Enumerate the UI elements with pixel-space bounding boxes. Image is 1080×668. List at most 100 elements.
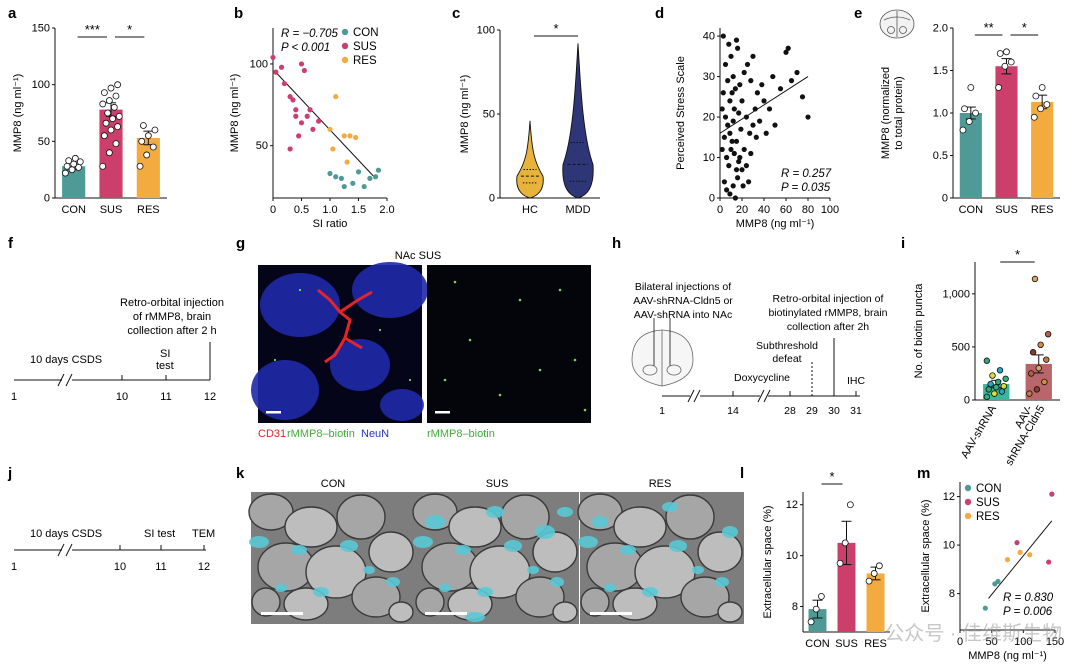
significance-label: * [829,469,834,484]
data-point [720,90,726,96]
extracellular-space [439,584,451,592]
tem-image-sus [412,492,579,624]
panel-g-biotin-label: rMMP8–biotin [287,428,355,440]
panel-h-day: 30 [828,405,840,417]
panel-h-ret2: biotinylated rMMP8, brain [768,307,887,319]
data-point [1037,341,1044,348]
legend-label: CON [976,483,1002,495]
data-point [112,140,120,148]
data-point [777,86,784,92]
stats-p: P = 0.006 [1003,606,1053,618]
panel-l-bar-chart: 8 10 12 Extracellular space (%) CON SUS RES * [762,469,890,650]
extracellular-space [578,536,598,548]
y-tick-label: 2.0 [933,23,948,35]
y-axis-label: Extracellular space (%) [762,505,774,618]
extracellular-space [386,577,400,587]
x-tick-label: RES [864,638,887,650]
data-point-sus [1014,540,1020,546]
legend-marker [964,484,972,492]
data-point [720,33,726,39]
y-axis-label: to total protein) [893,76,905,149]
scale-bar [261,612,303,615]
data-point [136,162,144,170]
data-point [983,357,991,364]
data-point [1041,378,1048,386]
y-tick-label: 40 [703,31,715,43]
tem-cell-profile [351,576,401,618]
x-axis-label: MMP8 (ng ml⁻¹) [968,650,1047,662]
extracellular-space [715,577,729,587]
y-tick-label: 1,000 [942,288,970,300]
data-point [1044,330,1052,338]
bar-con [808,609,827,632]
data-point [836,559,844,567]
data-point [71,154,79,162]
brain-coronal-icon [631,318,694,387]
data-point-sus [293,107,299,113]
legend-marker [341,28,349,36]
data-point-sus [273,69,279,75]
extracellular-space [504,540,522,552]
data-point [727,98,733,104]
data-point [743,163,750,169]
data-point [730,183,736,189]
extracellular-space [669,540,687,552]
extracellular-space [477,587,493,597]
panel-letters: a b c d e f g h i j k l m [7,5,930,482]
tem-cell-profile [532,531,578,573]
data-point [99,162,107,170]
data-point [735,45,741,51]
data-point [739,98,745,104]
data-point [732,195,739,201]
data-point-res [353,134,359,141]
legend-label: CON [353,27,379,39]
x-tick-label: CON [959,204,984,216]
panel-letter-g: g [236,235,245,252]
tem-cell-profile [552,601,578,623]
data-point [972,109,979,117]
panel-letter-d: d [655,5,664,22]
data-point [993,384,1000,391]
data-point [724,154,730,161]
data-point-con [350,180,356,186]
panel-letter-f: f [8,235,14,252]
x-tick-label: MDD [565,204,590,216]
tem-cell-profile [284,506,338,548]
panel-j-day: 12 [198,561,210,573]
y-tick-label: 0 [964,395,970,407]
data-point-sus [278,64,285,70]
x-tick-label: 80 [802,204,814,216]
data-point [995,84,1003,91]
data-point [151,126,159,134]
data-point-res [344,159,350,165]
data-point [753,134,759,140]
data-point [807,618,815,626]
extracellular-space [557,507,573,517]
y-tick-label: 8 [792,601,798,613]
data-point-res [327,126,333,132]
data-point [100,132,108,140]
data-point [112,92,120,100]
x-tick-label: 0 [717,204,723,216]
data-point [731,150,737,157]
data-point [985,386,992,393]
violin-hc [516,120,544,199]
data-point [1043,101,1051,108]
stats-p: P < 0.001 [281,42,330,54]
data-point-con [341,183,347,190]
data-point [748,78,754,84]
data-point [812,605,820,613]
significance-label: *** [85,22,100,37]
extracellular-space [722,526,738,538]
data-point [727,130,733,136]
legend-marker [341,42,349,50]
extracellular-space [692,566,704,574]
data-point [752,106,758,112]
data-point-con [333,174,339,180]
x-tick-label: 150 [1046,636,1064,648]
data-point [144,132,152,140]
extracellular-space [550,577,564,587]
x-tick-label: RES [1031,204,1054,216]
data-point [770,73,776,80]
